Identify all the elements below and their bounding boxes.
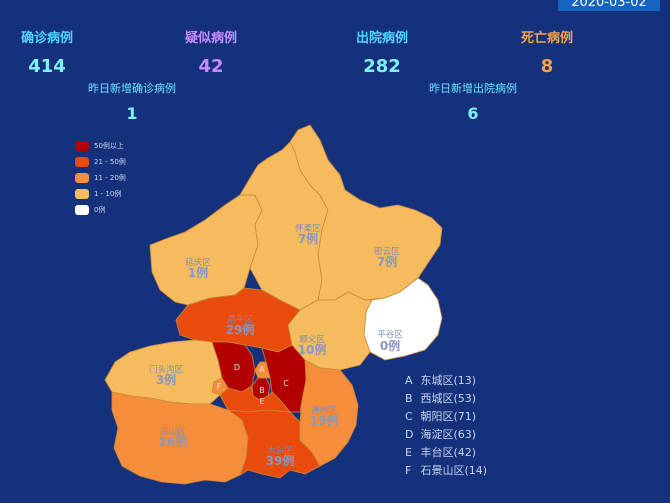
label-huairou-count: 7例	[298, 231, 318, 246]
label-inner-b: B	[259, 386, 265, 395]
stat-confirmed-label: 确诊病例	[20, 31, 73, 46]
inner-district-list: A 东城区(13) B 西城区(53) C 朝阳区(71) D 海淀区(63) …	[405, 372, 487, 480]
legend-swatch	[75, 189, 89, 199]
district-tongzhou[interactable]	[299, 359, 359, 467]
list-item-text: 海淀区(63)	[420, 428, 477, 441]
list-item-key: B	[405, 392, 413, 405]
list-item: C 朝阳区(71)	[405, 408, 487, 426]
label-pinggu-count: 0例	[380, 338, 400, 353]
stat-new-discharged-value: 6	[467, 104, 479, 123]
list-item-key: E	[405, 446, 412, 459]
list-item-key: F	[405, 464, 412, 477]
stat-discharged-value: 282	[363, 56, 401, 77]
legend-swatch	[75, 157, 89, 167]
label-inner-f: F	[217, 382, 222, 391]
stat-deaths-value: 8	[540, 56, 554, 77]
stat-discharged-label: 出院病例	[355, 31, 408, 46]
district-fengtai[interactable]	[219, 385, 291, 413]
stat-suspected: 疑似病例 42	[151, 27, 271, 77]
list-item-key: D	[405, 428, 414, 441]
stat-new-confirmed-value: 1	[126, 104, 138, 123]
label-daxing-count: 39例	[266, 453, 295, 468]
legend-label: 21 - 50例	[94, 158, 126, 166]
label-shunyi-name: 顺义区	[299, 335, 325, 345]
list-item-key: C	[405, 410, 413, 423]
district-shijingshan[interactable]	[211, 377, 229, 396]
stat-new-discharged-label: 昨日新增出院病例	[429, 82, 517, 95]
label-miyun-count: 7例	[377, 254, 397, 269]
label-changping-count: 29例	[226, 322, 255, 337]
map-legend: 50例以上 21 - 50例 11 - 20例 1 - 10例 0例	[75, 138, 126, 218]
label-inner-d: D	[234, 363, 240, 372]
label-daxing-name: 大兴区	[267, 445, 293, 456]
label-mentougou-count: 3例	[156, 372, 176, 387]
label-tongzhou-count: 19例	[310, 413, 339, 428]
list-item: A 东城区(13)	[405, 372, 487, 390]
label-shunyi-count: 10例	[298, 342, 327, 357]
label-inner-c: C	[283, 379, 289, 388]
legend-item-0[interactable]: 0例	[75, 202, 126, 218]
label-yanqing-name: 延庆区	[185, 257, 211, 268]
legend-item-50plus[interactable]: 50例以上	[75, 138, 126, 154]
list-item: B 西城区(53)	[405, 390, 487, 408]
label-tongzhou-name: 通州区	[311, 405, 337, 416]
list-item: D 海淀区(63)	[405, 426, 487, 444]
stat-new-discharged: 昨日新增出院病例 6	[413, 80, 533, 123]
legend-swatch	[75, 205, 89, 215]
legend-item-21-50[interactable]: 21 - 50例	[75, 154, 126, 170]
stat-suspected-label: 疑似病例	[184, 31, 237, 46]
label-huairou-name: 怀柔区	[295, 223, 321, 234]
district-dongcheng[interactable]	[254, 361, 271, 379]
stat-new-confirmed-label: 昨日新增确诊病例	[88, 82, 176, 95]
label-changping-name: 昌平区	[227, 315, 253, 325]
stat-new-confirmed: 昨日新增确诊病例 1	[72, 80, 192, 123]
list-item-text: 朝阳区(71)	[420, 410, 477, 423]
stat-discharged: 出院病例 282	[322, 27, 442, 77]
stat-deaths-label: 死亡病例	[520, 31, 573, 46]
legend-swatch	[75, 173, 89, 183]
stat-suspected-value: 42	[198, 56, 224, 77]
legend-label: 50例以上	[94, 142, 124, 150]
list-item-text: 东城区(13)	[420, 374, 477, 387]
legend-label: 11 - 20例	[94, 174, 126, 182]
list-item: F 石景山区(14)	[405, 462, 487, 480]
list-item-text: 西城区(53)	[420, 392, 477, 405]
label-inner-e: E	[259, 397, 264, 406]
legend-label: 1 - 10例	[94, 190, 122, 198]
legend-label: 0例	[94, 206, 106, 214]
stat-deaths: 死亡病例 8	[487, 27, 607, 77]
list-item-text: 石景山区(14)	[420, 464, 488, 477]
label-yanqing-count: 1例	[188, 265, 208, 280]
legend-item-1-10[interactable]: 1 - 10例	[75, 186, 126, 202]
stat-confirmed-value: 414	[28, 56, 66, 77]
label-fangshan-name: 房山区	[160, 426, 186, 437]
list-item-key: A	[405, 374, 413, 387]
legend-swatch	[75, 141, 89, 151]
list-item: E 丰台区(42)	[405, 444, 487, 462]
label-miyun-name: 密云区	[374, 246, 400, 257]
label-fangshan-count: 16例	[159, 434, 188, 449]
label-mentougou-name: 门头沟区	[149, 364, 184, 375]
legend-item-11-20[interactable]: 11 - 20例	[75, 170, 126, 186]
list-item-text: 丰台区(42)	[420, 446, 477, 459]
label-pinggu-name: 平谷区	[377, 330, 403, 340]
stat-confirmed: 确诊病例 414	[0, 27, 107, 77]
date-badge: 2020-03-02	[558, 0, 660, 11]
label-inner-a: A	[259, 365, 265, 374]
